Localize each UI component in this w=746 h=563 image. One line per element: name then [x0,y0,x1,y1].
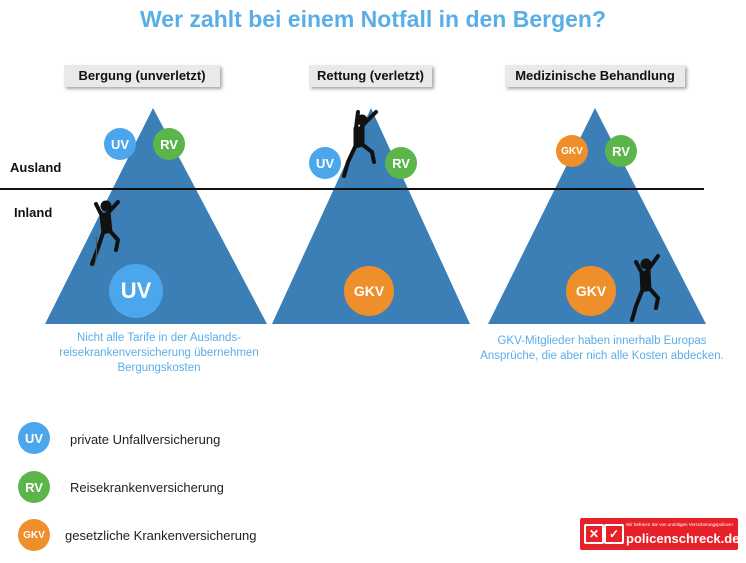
note-line: Ansprüche, die aber nich alle Kosten abd… [480,350,724,362]
badge-gkv: GKV [566,266,616,316]
logo-check-icon: ✓ [604,524,624,544]
badge-gkv: GKV [556,135,588,167]
badge-uv-large: UV [109,264,163,318]
logo: ✕ ✓ Wir befreien Sie von unnötigen Versi… [580,518,740,550]
legend-badge-gkv: GKV [18,519,50,551]
climber-icon [342,110,378,178]
climber-icon [630,254,661,322]
header-medizin: Medizinische Behandlung [505,65,685,87]
zone-label-ausland: Ausland [10,160,62,175]
mountain-medizin [488,108,706,324]
note-line: reisekrankenversicherung übernehmen [59,347,259,359]
climber-icon [90,200,121,267]
legend-text-uv: private Unfallversicherung [70,432,221,447]
note-line: Bergungskosten [117,362,201,374]
logo-tagline: Wir befreien Sie von unnötigen Versicher… [626,522,733,527]
legend-text-gkv: gesetzliche Krankenversicherung [65,528,257,543]
badge-rv: RV [385,147,417,179]
border-line [0,188,704,190]
logo-box-icon: ✕ [584,524,604,544]
badge-uv: UV [309,147,341,179]
zone-label-inland: Inland [14,205,53,220]
mountain-rettung [272,108,470,324]
note-bergung: Nicht alle Tarife in der Auslands- reise… [24,331,294,376]
logo-text: policenschreck.de [626,531,740,546]
note-medizin: GKV-Mitglieder haben innerhalb Europas A… [452,334,746,364]
badge-rv: RV [153,128,185,160]
note-line: Nicht alle Tarife in der Auslands- [76,332,242,344]
note-line: GKV-Mitglieder haben innerhalb Europas [497,335,707,347]
badge-uv: UV [104,128,136,160]
page-title: Wer zahlt bei einem Notfall in den Berge… [139,6,607,32]
badge-rv: RV [605,135,637,167]
legend-badge-rv: RV [18,471,50,503]
header-bergung: Bergung (unverletzt) [64,65,220,87]
header-rettung: Rettung (verletzt) [309,65,432,87]
legend-badge-uv: UV [18,422,50,454]
badge-gkv: GKV [344,266,394,316]
legend-text-rv: Reisekrankenversicherung [70,480,224,495]
mountain-bergung [45,108,267,324]
